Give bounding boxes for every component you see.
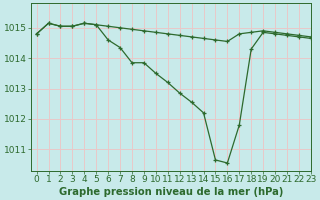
X-axis label: Graphe pression niveau de la mer (hPa): Graphe pression niveau de la mer (hPa) [59,187,283,197]
